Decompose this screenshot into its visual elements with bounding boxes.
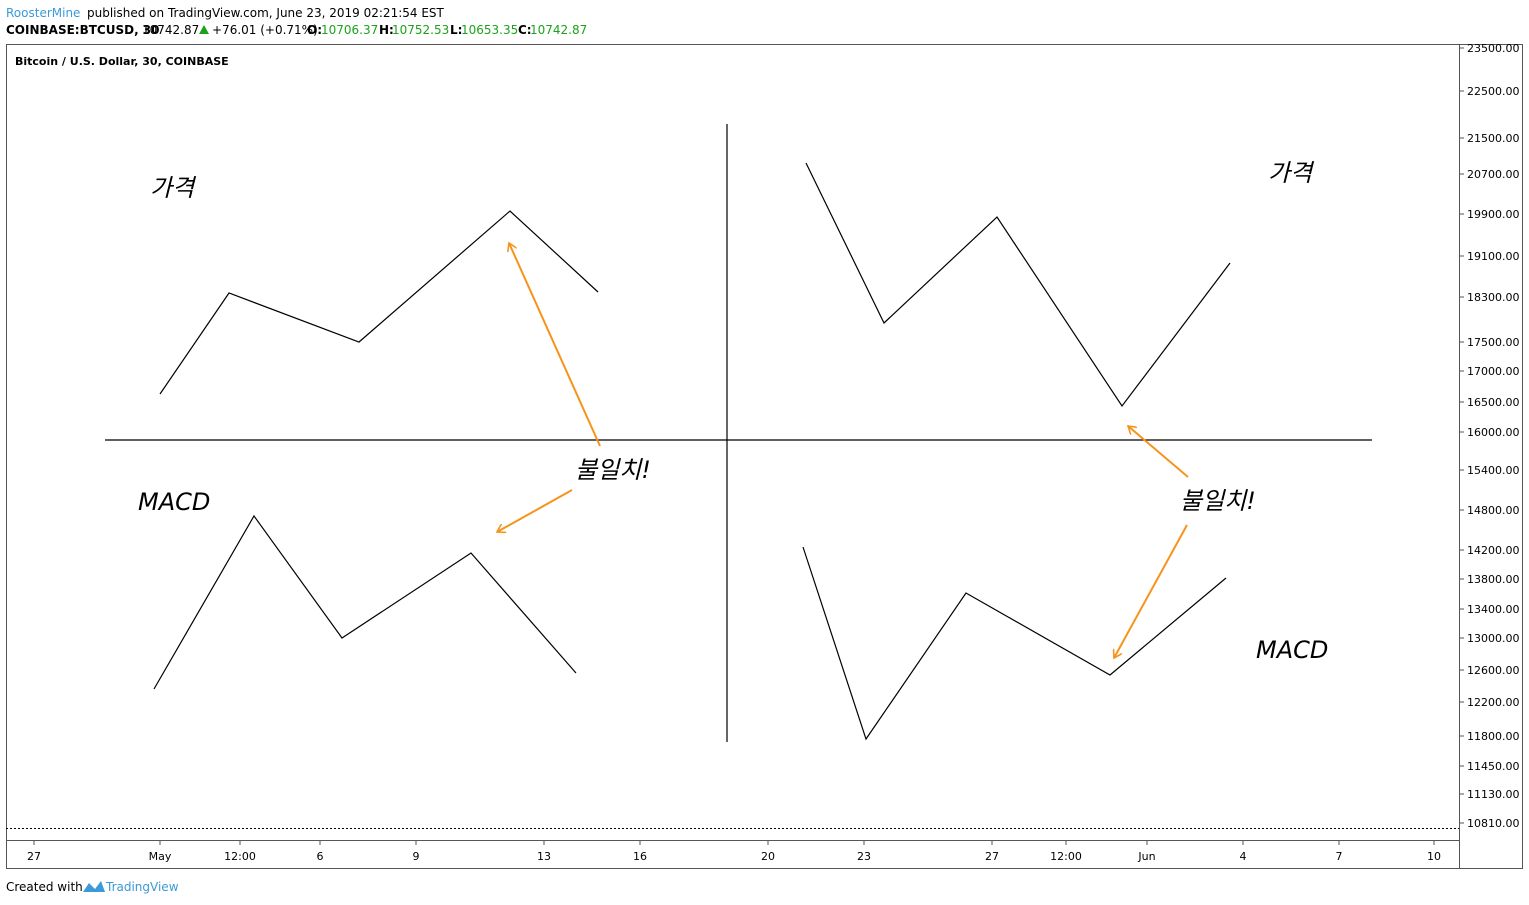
annotation: MACD xyxy=(1256,636,1328,664)
time-label: 16 xyxy=(633,850,647,863)
drawings xyxy=(105,124,1372,742)
price-label: 19900.00 xyxy=(1467,208,1520,221)
arrow xyxy=(509,243,601,447)
annotation: 가격 xyxy=(150,174,197,202)
price-label: 15400.00 xyxy=(1467,464,1520,477)
published: published on TradingView.com, June 23, 2… xyxy=(87,6,445,20)
annotation: 가격 xyxy=(1268,159,1315,187)
time-label: May xyxy=(149,850,172,863)
open: 10706.37 xyxy=(321,23,378,37)
price-label: 21500.00 xyxy=(1467,132,1520,145)
time-label: Jun xyxy=(1137,850,1155,863)
author[interactable]: RoosterMine xyxy=(6,6,80,20)
annotation: 불일치! xyxy=(575,456,651,484)
price-label: 16000.00 xyxy=(1467,426,1520,439)
up-arrow xyxy=(199,25,209,34)
time-label: 20 xyxy=(761,850,775,863)
price-label: 16500.00 xyxy=(1467,396,1520,409)
price-label: 14800.00 xyxy=(1467,504,1520,517)
high: 10752.53 xyxy=(392,23,449,37)
price-line-right xyxy=(805,162,1231,408)
high-label: H: xyxy=(379,23,394,37)
brand[interactable]: TradingView xyxy=(105,880,179,894)
price-label: 13000.00 xyxy=(1467,632,1520,645)
price-line-left xyxy=(159,210,599,395)
price-label: 10810.00 xyxy=(1467,817,1520,830)
change: +76.01 (+0.71%) xyxy=(212,23,318,37)
price-label: 18300.00 xyxy=(1467,291,1520,304)
macd-line-right xyxy=(802,546,1227,741)
close: 10742.87 xyxy=(530,23,587,37)
time-label: 10 xyxy=(1427,850,1441,863)
arrow xyxy=(1114,524,1188,658)
annotation: MACD xyxy=(138,488,210,516)
price-label: 11130.00 xyxy=(1467,788,1520,801)
time-label: 27 xyxy=(985,850,999,863)
price-label: 11800.00 xyxy=(1467,730,1520,743)
time-label: 12:00 xyxy=(1050,850,1082,863)
arrows xyxy=(497,243,1189,658)
symbol: COINBASE:BTCUSD, 30 xyxy=(6,23,160,37)
price-label: 13800.00 xyxy=(1467,573,1520,586)
time-label: 6 xyxy=(317,850,324,863)
price-label: 20700.00 xyxy=(1467,168,1520,181)
arrow xyxy=(1128,426,1189,478)
price-label: 23500.00 xyxy=(1467,42,1520,55)
time-label: 12:00 xyxy=(224,850,256,863)
price-label: 13400.00 xyxy=(1467,603,1520,616)
chart-title: Bitcoin / U.S. Dollar, 30, COINBASE xyxy=(15,55,229,68)
price-label: 22500.00 xyxy=(1467,85,1520,98)
price-label: 17000.00 xyxy=(1467,365,1520,378)
price-label: 14200.00 xyxy=(1467,544,1520,557)
time-label: 23 xyxy=(857,850,871,863)
price-label: 19100.00 xyxy=(1467,250,1520,263)
price-label: 17500.00 xyxy=(1467,336,1520,349)
close-label: C: xyxy=(518,23,532,37)
last-price: 10742.87 xyxy=(142,23,199,37)
price-label: 11450.00 xyxy=(1467,760,1520,773)
open-label: O: xyxy=(307,23,322,37)
time-label: 4 xyxy=(1240,850,1247,863)
annotation: 불일치! xyxy=(1180,487,1256,515)
time-label: 13 xyxy=(537,850,551,863)
price-label: 12200.00 xyxy=(1467,696,1520,709)
price-axis: 23500.00 22500.00 21500.00 20700.00 19900.00… xyxy=(1459,42,1520,830)
time-axis: 27 May 12:00 6 9 13 16 20 23 27 12:00 Jun 4 7 10 xyxy=(27,840,1441,863)
time-label: 27 xyxy=(27,850,41,863)
low: 10653.35 xyxy=(461,23,518,37)
arrow xyxy=(497,489,573,532)
price-label: 12600.00 xyxy=(1467,664,1520,677)
macd-line-left xyxy=(153,514,577,690)
time-label: 9 xyxy=(413,850,420,863)
logo xyxy=(83,881,105,892)
low-label: L: xyxy=(450,23,462,37)
chart-frame xyxy=(6,44,1523,869)
time-label: 7 xyxy=(1336,850,1343,863)
footer-text: Created with xyxy=(6,880,83,894)
